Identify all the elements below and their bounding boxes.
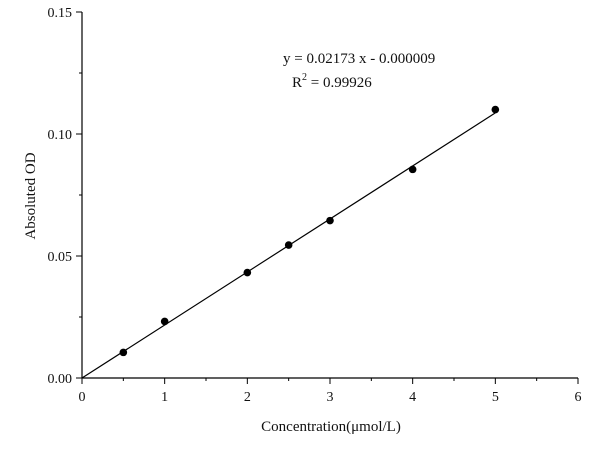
- y-axis-title: Absoluted OD: [23, 152, 39, 239]
- x-tick-label: 0: [79, 390, 86, 405]
- data-point: [119, 348, 128, 357]
- y-tick-label: 0.10: [48, 128, 73, 143]
- r-squared-value: = 0.99926: [307, 75, 372, 91]
- x-tick-label: 4: [409, 390, 416, 405]
- data-point: [243, 268, 252, 277]
- ticks: 0 1 2 3 4 5 6 0.00 0.05 0.10 0.15: [48, 6, 582, 405]
- data-points: [119, 105, 500, 357]
- data-point: [284, 241, 293, 249]
- x-tick-label: 2: [244, 390, 251, 405]
- data-point: [408, 165, 417, 174]
- data-point: [491, 105, 500, 114]
- y-tick-label: 0.00: [48, 372, 73, 387]
- fit-equation: y = 0.02173 x - 0.000009: [283, 51, 435, 67]
- y-tick-label: 0.15: [48, 6, 73, 21]
- x-tick-label: 6: [575, 390, 582, 405]
- x-axis-title: Concentration(μmol/L): [261, 419, 401, 435]
- x-tick-label: 5: [492, 390, 499, 405]
- x-tick-label: 3: [327, 390, 334, 405]
- r-squared-exponent: 2: [302, 72, 307, 83]
- y-tick-label: 0.05: [48, 250, 73, 265]
- r-squared-prefix: R: [292, 75, 302, 91]
- data-point: [160, 317, 169, 326]
- data-point: [326, 216, 334, 225]
- x-tick-label: 1: [161, 390, 168, 405]
- r-squared: R2 = 0.99926: [292, 72, 372, 91]
